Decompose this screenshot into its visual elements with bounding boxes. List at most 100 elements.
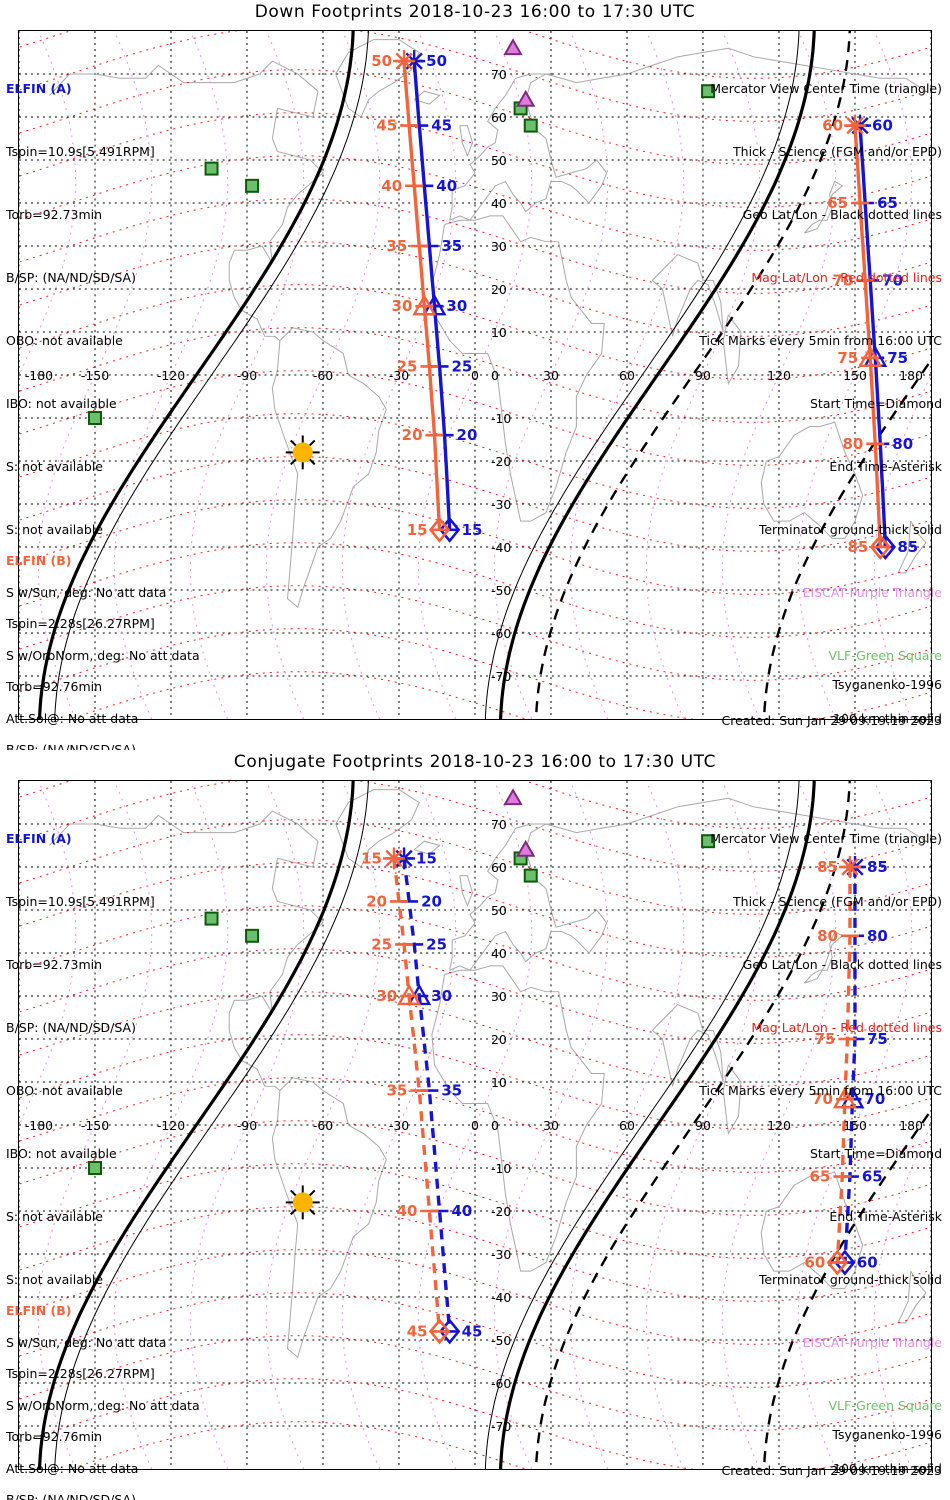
svg-text:45: 45 [376,117,397,135]
legend-item: 100 km-thin solid [833,1461,942,1476]
down-footprints-panel: Down Footprints 2018-10-23 16:00 to 17:3… [6,2,942,750]
legend-item: Mag Lat/Lon - Red dotted lines [751,1020,942,1035]
probe-b-line: B/SP: (NA/ND/SD/SA) [6,742,136,750]
svg-text:-120: -120 [157,368,185,383]
svg-text:0: 0 [491,1118,499,1133]
probe-b-line: B/SP: (NA/ND/SD/SA) [6,1492,136,1500]
probe-b-line: Torb=92.76min [6,1429,103,1444]
svg-text:60: 60 [822,117,843,135]
legend-item: End Time-Asterisk [829,459,942,474]
svg-text:50: 50 [491,153,507,168]
svg-text:85: 85 [848,538,869,556]
legend-item: Mag Lat/Lon - Red dotted lines [751,270,942,285]
svg-text:0: 0 [491,368,499,383]
probe-a-line: OBO: not available [6,1083,123,1098]
svg-text:80: 80 [867,927,888,945]
svg-text:70: 70 [491,67,507,82]
svg-text:60: 60 [619,368,635,383]
svg-text:85: 85 [897,538,918,556]
svg-text:40: 40 [452,1202,473,1220]
svg-text:-90: -90 [237,368,257,383]
svg-text:60: 60 [491,110,507,125]
svg-text:15: 15 [407,521,428,539]
svg-text:65: 65 [877,194,898,212]
svg-text:0: 0 [471,1118,479,1133]
svg-text:60: 60 [872,117,893,135]
svg-text:20: 20 [457,426,478,444]
probe-a-line: Tspin=10.9s[5.491RPM] [6,894,155,909]
svg-text:15: 15 [462,521,483,539]
legend-item: Thick - Science (FGM and/or EPD) [733,144,942,159]
probe-a-line: Torb=92.73min [6,957,103,972]
svg-text:40: 40 [436,177,457,195]
svg-text:-40: -40 [491,1290,511,1305]
map-frame: 15 20 25 30 35 40 45 15 20 25 30 35 40 45 85 80 75 70 65 60… [18,780,932,1470]
probe-a-line: B/SP: (NA/ND/SD/SA) [6,270,136,285]
svg-text:10: 10 [491,325,507,340]
svg-text:-40: -40 [491,540,511,555]
svg-text:90: 90 [695,368,711,383]
svg-text:180: 180 [899,368,923,383]
legend-item: VLF-Green Square [828,648,942,663]
svg-text:30: 30 [431,987,452,1005]
svg-text:30: 30 [376,987,397,1005]
created-timestamp: Created: Sun Jan 29 09:19:19 2023 [721,713,942,728]
probe-a-name: ELFIN (A) [6,81,72,96]
svg-text:150: 150 [843,1118,867,1133]
probe-a-line: S: not available [6,459,103,474]
svg-text:40: 40 [381,177,402,195]
probe-b-name: ELFIN (B) [6,1303,72,1318]
svg-text:35: 35 [441,1082,462,1100]
probe-a-line: OBO: not available [6,333,123,348]
legend-item: Thick - Science (FGM and/or EPD) [733,894,942,909]
svg-text:-30: -30 [389,1118,409,1133]
legend-item: Mercator View Center Time (triangle) [710,831,942,846]
svg-text:-30: -30 [491,497,511,512]
conjugate-footprints-panel: Conjugate Footprints 2018-10-23 16:00 to… [0,750,950,1500]
svg-text:20: 20 [402,426,423,444]
model-name: Tsyganenko-1996 [832,677,942,692]
svg-text:65: 65 [810,1168,831,1186]
svg-text:0: 0 [471,368,479,383]
legend-item: End Time-Asterisk [829,1209,942,1224]
svg-text:45: 45 [462,1322,483,1340]
svg-text:30: 30 [543,368,559,383]
svg-text:45: 45 [431,117,452,135]
svg-text:-60: -60 [491,1376,511,1391]
svg-text:85: 85 [867,858,888,876]
svg-text:25: 25 [426,935,447,953]
svg-text:20: 20 [421,892,442,910]
svg-text:-150: -150 [81,1118,109,1133]
svg-text:20: 20 [366,892,387,910]
svg-text:-30: -30 [389,368,409,383]
svg-text:-10: -10 [491,1161,511,1176]
svg-text:60: 60 [619,1118,635,1133]
probe-a-line: S w/Sun, deg: No att data [6,585,167,600]
svg-text:15: 15 [361,849,382,867]
svg-text:-150: -150 [81,368,109,383]
legend-item: EISCAT-Purple Triangle [802,585,942,600]
svg-text:80: 80 [817,927,838,945]
probe-a-line: S w/OrbNorm, deg: No att data [6,648,200,663]
probe-a-line: IBO: not available [6,1146,117,1161]
probe-a-line: S w/Sun, deg: No att data [6,1335,167,1350]
svg-text:-20: -20 [491,454,511,469]
probe-a-line: S w/OrbNorm, deg: No att data [6,1398,200,1413]
probe-a-info: ELFIN (A) Tspin=10.9s[5.491RPM] Torb=92.… [6,786,200,1500]
probe-a-name: ELFIN (A) [6,831,72,846]
legend-item: Terminator ground-thick solid [758,1272,942,1287]
legend-item: EISCAT-Purple Triangle [802,1335,942,1350]
svg-text:75: 75 [815,1030,836,1048]
svg-text:30: 30 [491,239,507,254]
svg-text:45: 45 [407,1322,428,1340]
svg-text:120: 120 [767,368,791,383]
probe-b-line: Tspin=2.28s[26.27RPM] [6,616,155,631]
probe-b-info: ELFIN (B) Tspin=2.28s[26.27RPM] Torb=92.… [6,1258,200,1500]
svg-text:85: 85 [817,858,838,876]
svg-text:35: 35 [386,1082,407,1100]
svg-text:90: 90 [695,1118,711,1133]
legend-item: Tick Marks every 5min from 16:00 UTC [699,333,942,348]
probe-a-line: Att.Sol@: No att data [6,711,139,726]
probe-a-line: S: not available [6,1209,103,1224]
svg-text:65: 65 [827,194,848,212]
